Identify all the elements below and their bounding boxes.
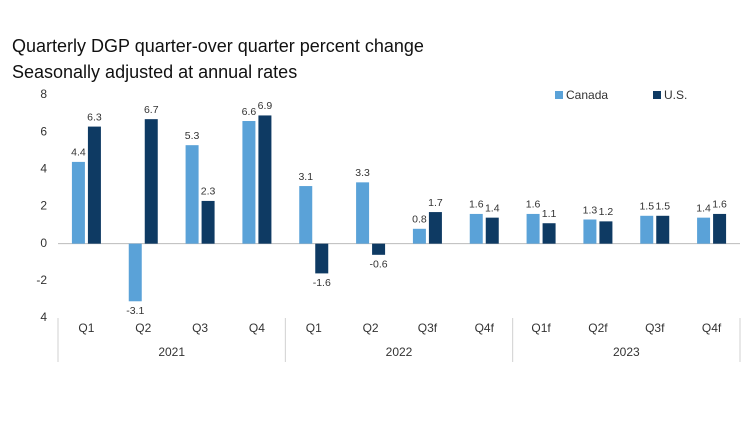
value-label: -0.6 [370,259,388,271]
bar [201,200,215,244]
value-label: 1.7 [428,197,443,209]
value-label: 1.6 [526,199,541,211]
value-label: -1.6 [313,277,331,289]
value-label: 3.1 [298,171,313,183]
bar [526,213,540,244]
x-tick-label: Q2 [135,321,151,335]
value-label: 0.8 [412,214,427,226]
bar [356,182,370,244]
bar [428,212,442,244]
x-tick-label: Q4 [249,321,265,335]
value-label: 6.9 [258,100,273,112]
value-label: 1.2 [599,206,614,218]
value-label: -3.1 [126,305,144,317]
x-tick-label: Q4f [475,321,495,335]
bar [583,219,597,244]
value-label: 3.3 [355,167,370,179]
x-tick-label: Q2 [363,321,379,335]
x-group-label: 2021 [158,345,185,359]
value-label: 1.6 [469,199,484,211]
x-tick-label: Q1 [306,321,322,335]
legend-swatch [653,91,661,99]
bar [412,228,426,244]
bar [599,221,613,244]
y-tick-label: 0 [40,236,47,250]
x-tick-label: Q1 [78,321,94,335]
bar [258,115,272,244]
bar [713,213,727,244]
bar [144,119,158,244]
y-tick-label: 6 [40,124,47,138]
value-label: 1.3 [583,204,598,216]
value-label: 1.4 [485,202,500,214]
legend-label: Canada [566,88,608,102]
bar [185,145,199,244]
value-label: 2.3 [201,186,216,198]
bar [485,217,499,244]
legend-label: U.S. [664,88,687,102]
chart-title: Quarterly DGP quarter-over quarter perce… [12,36,424,56]
value-label: 6.7 [144,104,159,116]
bar [87,126,101,244]
x-tick-label: Q3f [418,321,438,335]
value-label: 1.1 [542,208,557,220]
bar [315,243,329,274]
x-tick-label: Q1f [531,321,551,335]
value-label: 1.4 [696,202,711,214]
bar [299,186,313,244]
value-label: 6.3 [87,111,102,123]
x-group-label: 2023 [613,345,640,359]
value-label: 5.3 [185,130,200,142]
value-label: 1.6 [712,199,727,211]
value-label: 1.5 [655,201,670,213]
y-tick-label: 8 [40,87,47,101]
x-tick-label: Q2f [588,321,608,335]
x-tick-label: Q3 [192,321,208,335]
bar [640,215,654,244]
chart-subtitle: Seasonally adjusted at annual rates [12,62,297,82]
value-label: 6.6 [242,106,257,118]
bar [71,161,85,244]
x-group-label: 2022 [386,345,413,359]
bar [656,215,670,244]
y-tick-label: 2 [40,199,47,213]
bar [542,223,556,244]
bar [242,121,256,244]
bar [372,243,386,255]
bar [469,213,483,244]
y-tick-label: -2 [36,273,47,287]
x-tick-label: Q3f [645,321,665,335]
y-tick-label: 4 [40,310,47,324]
bar [128,243,142,302]
value-label: 4.4 [71,147,86,159]
legend-swatch [555,91,563,99]
value-label: 1.5 [639,201,654,213]
bar [697,217,711,244]
y-tick-label: 4 [40,162,47,176]
x-tick-label: Q4f [702,321,722,335]
